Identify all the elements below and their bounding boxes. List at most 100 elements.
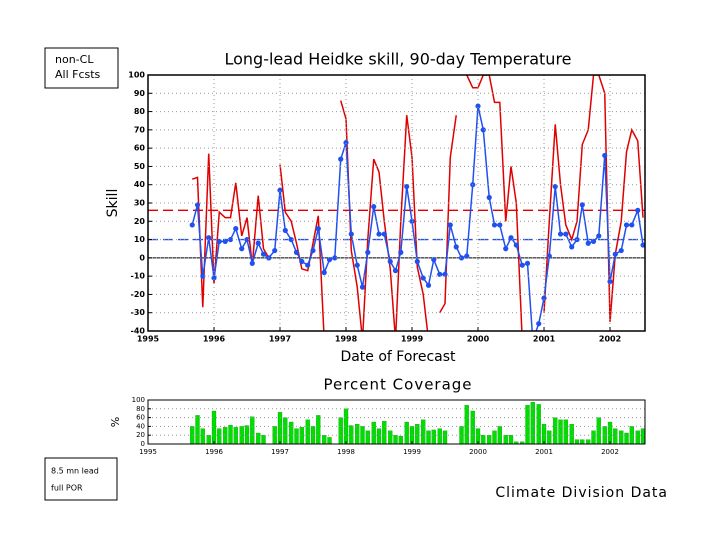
bar (607, 421, 613, 444)
bar (223, 427, 228, 444)
x-axis-label: Date of Forecast (340, 349, 456, 365)
x-tick-label: 2000 (467, 335, 490, 344)
data-point (348, 231, 354, 237)
data-point (629, 222, 635, 228)
data-point (447, 222, 453, 228)
y-tick-label: 60 (136, 414, 145, 422)
y-tick-label: 70 (134, 125, 146, 134)
data-point (392, 268, 399, 274)
bar (371, 421, 376, 444)
data-point (579, 202, 585, 208)
bar (563, 419, 568, 444)
data-point (343, 140, 349, 146)
data-point (288, 236, 294, 243)
data-point (453, 244, 459, 250)
y-tick-label: 80 (136, 405, 145, 413)
y-tick-label: 50 (134, 162, 146, 171)
data-point (282, 227, 288, 234)
data-point (480, 127, 486, 133)
bar (558, 419, 563, 444)
data-point (607, 279, 613, 285)
chart-title: Long-lead Heidke skill, 90-day Temperatu… (224, 50, 571, 69)
series-line (279, 164, 325, 331)
data-point (541, 295, 547, 301)
data-point (513, 242, 519, 248)
bar (497, 426, 502, 444)
data-point (216, 238, 222, 244)
bar (591, 430, 596, 444)
bar (525, 405, 530, 444)
y-tick-label: 40 (134, 180, 146, 189)
chart-title: Percent Coverage (323, 376, 472, 394)
x-tick-label: 1995 (139, 448, 157, 456)
bar (574, 439, 580, 444)
data-point (640, 242, 645, 248)
y-tick-label: 80 (134, 107, 146, 116)
data-point (299, 258, 305, 265)
data-point (233, 226, 239, 232)
bar (217, 428, 222, 444)
x-tick-label: 1997 (271, 448, 289, 456)
bar (289, 421, 294, 444)
bar (376, 428, 382, 444)
y-tick-label: 30 (134, 199, 146, 208)
bar (228, 424, 233, 444)
data-point (618, 247, 624, 254)
bar (322, 435, 327, 444)
bar (404, 421, 409, 444)
y-tick-label: 100 (128, 71, 145, 80)
y-tick-label: 40 (136, 422, 145, 430)
data-point (491, 222, 498, 228)
y-tick-label: 20 (134, 217, 146, 226)
data-point (206, 235, 212, 241)
data-point (404, 183, 410, 190)
bar (613, 428, 618, 444)
y-tick-label: 20 (136, 431, 145, 439)
x-tick-label: 2002 (599, 335, 621, 344)
data-point (255, 240, 261, 246)
data-point (536, 321, 542, 327)
x-tick-label: 1998 (337, 448, 355, 456)
data-point (305, 262, 311, 268)
data-point (227, 236, 234, 243)
bar (310, 426, 316, 444)
data-point (194, 202, 201, 208)
data-point (425, 282, 432, 288)
data-point (563, 231, 569, 237)
data-point (475, 103, 481, 109)
legend-label: non-CL (55, 53, 94, 66)
data-point (569, 244, 575, 250)
bar (398, 435, 403, 444)
data-point (338, 156, 344, 162)
data-point (635, 207, 641, 213)
bar (541, 424, 547, 444)
bar (250, 416, 255, 444)
bar (195, 415, 200, 444)
bar (596, 417, 601, 444)
data-point (464, 253, 470, 259)
data-point (310, 247, 316, 254)
data-point (387, 258, 393, 265)
data-point (524, 260, 531, 266)
bar (426, 430, 431, 444)
bar (355, 424, 360, 444)
x-tick-label: 1998 (335, 335, 358, 344)
note: full POR (51, 484, 83, 493)
data-point (414, 258, 420, 265)
data-point (497, 222, 503, 228)
bar (316, 415, 321, 444)
x-tick-label: 2001 (533, 335, 556, 344)
y-tick-label: 0 (141, 440, 145, 448)
data-point (376, 231, 382, 237)
data-point (239, 246, 245, 252)
bar (475, 428, 481, 444)
legend-label: All Fcsts (55, 68, 101, 81)
data-point (519, 262, 525, 268)
bar (211, 410, 217, 444)
data-point (552, 183, 558, 190)
data-point (503, 246, 509, 252)
bar (277, 412, 283, 444)
bar (547, 430, 552, 444)
data-point (442, 271, 448, 277)
data-point (574, 236, 580, 243)
